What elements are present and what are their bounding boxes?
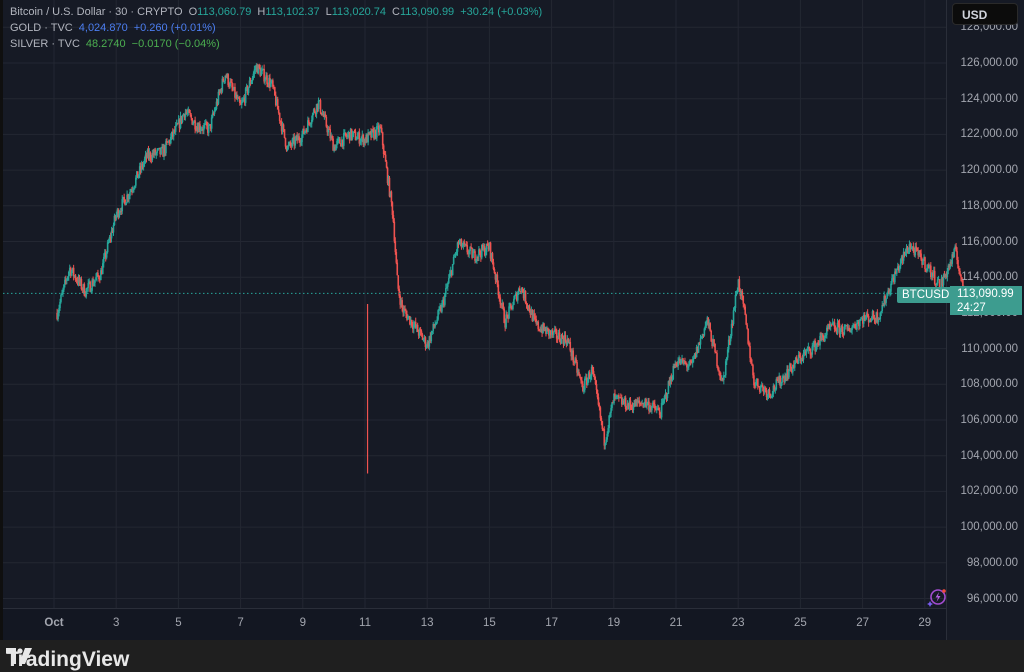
gold-change: +0.260 (+0.01%) bbox=[133, 22, 216, 34]
price-axis[interactable] bbox=[946, 0, 1024, 640]
price-tick-label: 110,000.00 bbox=[961, 342, 1018, 355]
symbol-label-tag: BTCUSD bbox=[897, 287, 955, 303]
silver-value: 48.2740 bbox=[85, 38, 126, 50]
price-tick-label: 100,000.00 bbox=[960, 521, 1018, 534]
ohlc-open: O113,060.79 bbox=[188, 6, 252, 18]
footer bbox=[0, 640, 1024, 664]
ohlc-close: C113,090.99 bbox=[391, 6, 455, 18]
chart-legend: Bitcoin / U.S. Dollar · 30 · CRYPTO O113… bbox=[10, 4, 542, 52]
left-edge bbox=[0, 0, 3, 640]
legend-main-series[interactable]: Bitcoin / U.S. Dollar · 30 · CRYPTO O113… bbox=[10, 4, 542, 20]
price-tick-label: 98,000.00 bbox=[966, 556, 1018, 569]
price-tick-label: 102,000.00 bbox=[960, 485, 1018, 498]
silver-symbol-name: SILVER · TVC bbox=[10, 38, 80, 50]
time-tick-label: 23 bbox=[731, 617, 745, 629]
silver-change: −0.0170 (−0.04%) bbox=[131, 38, 220, 50]
legend-silver-series[interactable]: SILVER · TVC 48.2740 −0.0170 (−0.04%) bbox=[10, 36, 542, 52]
gold-value: 4,024.870 bbox=[78, 22, 128, 34]
time-tick-label: 29 bbox=[918, 617, 932, 629]
time-tick-label: 21 bbox=[669, 617, 683, 629]
price-tick-label: 96,000.00 bbox=[966, 592, 1018, 605]
ohlc-high: H113,102.37 bbox=[257, 6, 320, 18]
time-tick-label: 5 bbox=[175, 617, 182, 629]
time-tick-label: 17 bbox=[545, 617, 558, 629]
chart-pane[interactable] bbox=[3, 0, 946, 608]
time-tick-label: 15 bbox=[482, 617, 496, 629]
main-symbol-name: Bitcoin / U.S. Dollar · 30 · CRYPTO bbox=[10, 6, 183, 18]
time-tick-label: 11 bbox=[359, 617, 371, 629]
currency-button[interactable]: USD bbox=[952, 3, 1018, 25]
legend-gold-series[interactable]: GOLD · TVC 4,024.870 +0.260 (+0.01%) bbox=[10, 20, 542, 36]
tradingview-logo-icon bbox=[6, 648, 32, 664]
price-tick-label: 118,000.00 bbox=[961, 199, 1018, 212]
last-price-value: 113,090.99 bbox=[957, 288, 1014, 300]
time-tick-label: 13 bbox=[420, 617, 434, 629]
last-price-tag: 113,090.99 24:27 bbox=[950, 286, 1022, 315]
ai-assistant-icon[interactable] bbox=[926, 586, 948, 608]
price-tick-label: 108,000.00 bbox=[960, 378, 1018, 391]
price-tick-label: 124,000.00 bbox=[960, 92, 1018, 105]
price-tick-label: 120,000.00 bbox=[960, 164, 1018, 177]
ohlc-low: L113,020.74 bbox=[325, 6, 386, 18]
price-tick-label: 116,000.00 bbox=[961, 235, 1018, 248]
bar-countdown: 24:27 bbox=[957, 302, 986, 314]
time-tick-label: 3 bbox=[112, 617, 120, 629]
time-tick-label: 19 bbox=[607, 617, 621, 629]
price-tick-label: 106,000.00 bbox=[960, 414, 1018, 426]
main-change: +30.24 (+0.03%) bbox=[460, 6, 543, 18]
tradingview-logo[interactable]: TradingView bbox=[6, 648, 129, 672]
time-tick-label: 27 bbox=[856, 617, 869, 629]
time-tick-label: 25 bbox=[793, 617, 807, 629]
candlestick-chart[interactable] bbox=[0, 0, 1024, 640]
gold-symbol-name: GOLD · TVC bbox=[10, 22, 73, 34]
time-axis[interactable] bbox=[3, 608, 946, 641]
price-tick-label: 104,000.00 bbox=[960, 449, 1018, 462]
time-tick-label: Oct bbox=[44, 617, 64, 629]
time-tick-label: 9 bbox=[299, 617, 306, 629]
price-tick-label: 126,000.00 bbox=[960, 57, 1018, 69]
price-tick-label: 114,000.00 bbox=[961, 271, 1018, 284]
price-tick-label: 122,000.00 bbox=[960, 128, 1018, 141]
time-tick-label: 7 bbox=[237, 617, 244, 629]
